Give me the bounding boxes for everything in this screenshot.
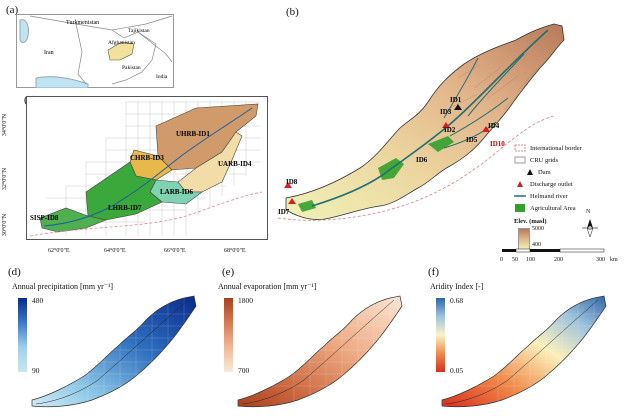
evap-min: 700	[238, 366, 250, 375]
id2-label: ID2	[444, 126, 456, 134]
panel-d: (d) Annual precipitation [mm yr⁻¹] 480 9…	[4, 266, 210, 416]
precip-map	[31, 295, 198, 410]
north-label: N	[586, 209, 591, 215]
lat-tick-30: 30°0'0"N	[2, 213, 9, 237]
basin-sisp-label: SISP-ID8	[30, 214, 59, 222]
id8-label: ID8	[286, 178, 298, 186]
panel-b-label: (b)	[286, 6, 299, 18]
panel-b: (b) ID1 ID2	[278, 4, 624, 270]
legend-discharge-outlet: Discharge outlet	[514, 180, 573, 188]
elev-high-label: 5000	[532, 226, 544, 232]
legend-border: International border	[514, 144, 582, 152]
id3-label: ID3	[440, 108, 452, 116]
country-afghanistan: Afghanistan	[108, 39, 135, 46]
country-turkmenistan: Turkmenistan	[66, 20, 99, 26]
locator-map: Turkmenistan Tajikistan Afghanistan Iran…	[16, 14, 174, 88]
id10-label: ID10	[490, 140, 505, 148]
panel-c: (c) UHRB-ID1 CHRB-ID3 UARB-ID4 LHRB-ID7 …	[2, 92, 276, 262]
panel-a-label: (a)	[6, 4, 19, 16]
id6-label: ID6	[416, 156, 428, 164]
panel-f: (f) Aridity Index [-] 0.68 0.05	[416, 266, 622, 416]
basin-elevation-map: ID1 ID2 ID3 ID4 ID5 ID6 ID7 ID8 ID10	[278, 23, 565, 221]
country-india: India	[156, 74, 168, 80]
aridity-title: Aridity Index [-]	[430, 282, 484, 291]
lon-tick-66: 66°0'0"E	[164, 248, 186, 254]
panel-e: (e) Annual evaporation [mm yr⁻¹] 1800 70…	[210, 266, 416, 416]
basin-uarb-label: UARB-ID4	[218, 160, 252, 168]
legend-agricultural-area: Agricultural Area	[514, 204, 576, 212]
country-tajikistan: Tajikistan	[128, 28, 150, 34]
id7-label: ID7	[278, 208, 290, 216]
country-iran: Iran	[44, 50, 54, 56]
lon-tick-62: 62°0'0"E	[48, 248, 70, 254]
basin-larb-label: LARB-ID6	[160, 188, 194, 196]
basin-chrb-label: CHRB-ID3	[130, 154, 164, 162]
north-arrow-icon	[582, 219, 598, 238]
aridity-map	[441, 295, 608, 410]
id1-label: ID1	[450, 96, 462, 104]
basin-uhrb-label: UHRB-ID1	[176, 130, 210, 138]
country-pakistan: Pakistan	[122, 65, 141, 71]
scale-ticks: 0 50 100 200 300 km	[500, 257, 618, 263]
lat-tick-32: 32°0'0"N	[2, 167, 9, 191]
legend-elev-title: Elev. (masl)	[514, 218, 547, 225]
evap-title: Annual evaporation [mm yr⁻¹]	[218, 282, 317, 291]
aridity-min: 0.05	[450, 366, 464, 375]
evap-max: 1800	[238, 296, 253, 305]
aridity-max: 0.68	[450, 296, 464, 305]
legend-cru-grids: CRU grids	[514, 156, 558, 164]
precip-min: 90	[32, 366, 40, 375]
evap-colorbar	[224, 298, 233, 372]
panel-d-label: (d)	[8, 266, 21, 278]
id5-label: ID5	[466, 136, 478, 144]
panel-f-label: (f)	[428, 266, 439, 278]
lon-tick-64: 64°0'0"E	[104, 248, 126, 254]
elev-low-label: 400	[532, 242, 541, 248]
legend-helmand-river: Helmand river	[514, 192, 568, 200]
precip-max: 480	[32, 296, 44, 305]
elev-colorbar	[518, 228, 530, 250]
panel-a: (a) Turkmenistan Tajikistan Afghanistan …	[6, 4, 176, 90]
aridity-colorbar	[436, 298, 445, 372]
scale-bar	[502, 248, 605, 253]
sub-basin-map: UHRB-ID1 CHRB-ID3 UARB-ID4 LHRB-ID7 LARB…	[26, 96, 268, 240]
precip-title: Annual precipitation [mm yr⁻¹]	[12, 282, 114, 291]
legend-dam: Dam	[526, 168, 551, 176]
evap-map	[237, 295, 404, 410]
lon-tick-68: 68°0'0"E	[224, 248, 246, 254]
panel-e-label: (e)	[222, 266, 235, 278]
basin-lhrb-label: LHRB-ID7	[108, 204, 142, 212]
id4-label: ID4	[488, 122, 500, 130]
precip-colorbar	[18, 298, 27, 372]
lat-tick-34: 34°0'0"N	[2, 113, 9, 137]
